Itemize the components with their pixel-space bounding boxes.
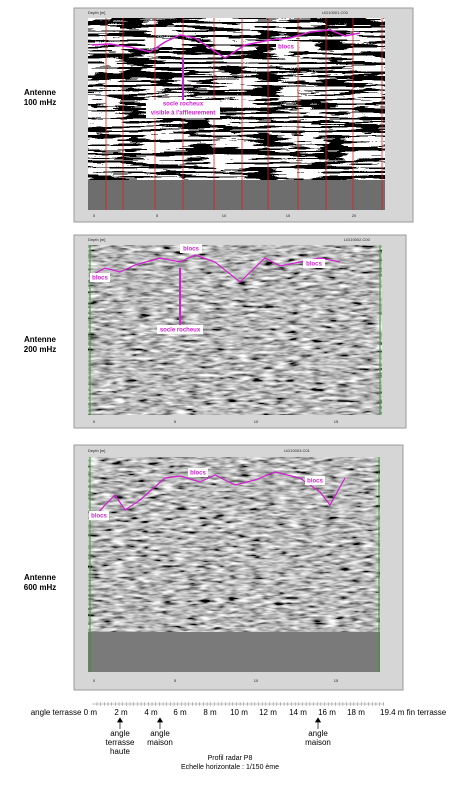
scale-note: terrasse	[106, 738, 135, 747]
scale-note: angle	[308, 729, 328, 738]
radargram	[88, 245, 382, 415]
x-label: 5	[174, 678, 177, 683]
scale-label: 10 m	[230, 708, 248, 717]
annotation: blocs	[183, 247, 199, 253]
depth-label: Depth [m]	[88, 10, 105, 15]
annotation-box	[303, 259, 325, 268]
x-label: 15	[286, 213, 291, 218]
annotation: socle rocheux	[163, 102, 204, 108]
annotation-box	[146, 100, 220, 118]
radargram	[88, 457, 380, 632]
annotation: blocs	[92, 276, 108, 282]
marker-lines	[105, 18, 383, 210]
radargram	[88, 18, 385, 180]
panel-label: 600 mHz	[24, 583, 56, 592]
scale-label: 12 m	[259, 708, 277, 717]
scale-label: 18 m	[347, 708, 365, 717]
panel-label: Antenne	[24, 335, 57, 344]
x-label: 10	[254, 419, 259, 424]
interface-trace	[91, 29, 361, 59]
interface-trace	[91, 254, 341, 283]
x-label: 0	[93, 419, 96, 424]
annotation: blocs	[190, 471, 206, 477]
radar-panel: socle rocheux visible à l'affleurement b…	[24, 7, 414, 223]
x-label: 5	[156, 213, 159, 218]
radar-panel: blocs blocs blocs socle rocheux Depth [m…	[24, 234, 407, 429]
file-name: LID10001.C00	[322, 10, 349, 15]
x-label: 0	[93, 213, 96, 218]
annotation-box	[305, 476, 325, 485]
annotation: socle rocheux	[160, 328, 201, 334]
horizontal-scale: angle terrasse 0 m 2 m 4 m 6 m 8 m 10 m …	[31, 702, 447, 756]
panel-label: 200 mHz	[24, 345, 56, 354]
caption: Echelle horizontale : 1/150 ème	[181, 764, 279, 771]
scale-label: 14 m	[289, 708, 307, 717]
annotation: visible à l'affleurement	[151, 111, 215, 117]
scale-label: 2 m	[114, 708, 128, 717]
annotation: blocs	[307, 479, 323, 485]
scale-note: maison	[305, 738, 331, 747]
scale-label: 19.4 m fin terrasse	[380, 708, 447, 717]
annotation-box	[90, 273, 110, 282]
panel-label: Antenne	[24, 573, 57, 582]
x-label: 10	[222, 213, 227, 218]
annotation-box	[89, 511, 109, 520]
x-label: 15	[334, 419, 339, 424]
file-name: LID10003.C01	[284, 448, 311, 453]
annotation: blocs	[306, 262, 322, 268]
x-label: 15	[334, 678, 339, 683]
scale-note: maison	[147, 738, 173, 747]
annotation: blocs	[91, 514, 107, 520]
scale-label: 4 m	[144, 708, 158, 717]
x-label: 5	[174, 419, 177, 424]
annotation-box	[180, 244, 202, 253]
radar-panel: blocs blocs blocs Depth [m] LID10003.C01…	[24, 444, 404, 691]
annotation-box	[157, 325, 203, 334]
x-label: 10	[254, 678, 259, 683]
annotation-box	[276, 42, 296, 51]
depth-label: Depth [m]	[88, 237, 105, 242]
panel-label: Antenne	[24, 88, 57, 97]
scale-label: 16 m	[318, 708, 336, 717]
depth-label: Depth [m]	[88, 448, 105, 453]
caption: Profil radar P8	[208, 755, 253, 762]
panel-label: 100 mHz	[24, 98, 56, 107]
x-label: 0	[93, 678, 96, 683]
scale-label: 8 m	[203, 708, 217, 717]
file-name: LID10002.C00	[344, 237, 371, 242]
scale-note: angle	[150, 729, 170, 738]
scale-ticks	[96, 702, 384, 706]
arrows	[116, 717, 322, 729]
scale-note: angle	[110, 729, 130, 738]
scale-note: haute	[110, 747, 131, 756]
x-label: 20	[352, 213, 357, 218]
scale-label: 6 m	[173, 708, 187, 717]
scale-label: angle terrasse 0 m	[31, 708, 98, 717]
annotation: blocs	[278, 45, 294, 51]
annotation-box	[188, 468, 208, 477]
